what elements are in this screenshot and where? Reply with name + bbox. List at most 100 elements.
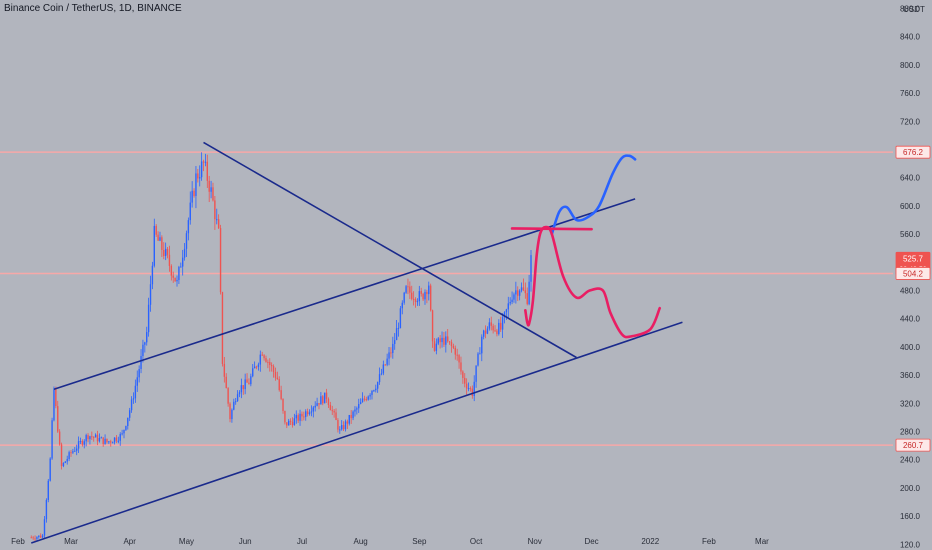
candle-body[interactable]	[233, 401, 235, 410]
candle-body[interactable]	[518, 290, 521, 296]
candle-body[interactable]	[121, 433, 123, 435]
candle-body[interactable]	[217, 219, 220, 229]
candle-body[interactable]	[130, 399, 133, 411]
candle-body[interactable]	[202, 161, 205, 163]
candle-body[interactable]	[246, 379, 248, 383]
candle-body[interactable]	[358, 404, 360, 409]
candle-body[interactable]	[310, 411, 313, 413]
candle-body[interactable]	[147, 304, 150, 333]
candle-body[interactable]	[323, 392, 326, 404]
candle-body[interactable]	[365, 399, 368, 401]
projection-bearish-path[interactable]	[524, 225, 662, 339]
candle-body[interactable]	[93, 436, 95, 438]
candle-body[interactable]	[163, 249, 165, 256]
candle-body[interactable]	[318, 403, 320, 405]
candle-body[interactable]	[38, 535, 40, 538]
candle-body[interactable]	[189, 202, 191, 221]
candle-body[interactable]	[515, 290, 517, 295]
candle-body[interactable]	[331, 410, 333, 412]
price-badge[interactable]: 504.2	[895, 267, 931, 280]
candle-body[interactable]	[30, 537, 32, 539]
candle-body[interactable]	[128, 410, 131, 418]
candle-body[interactable]	[412, 298, 415, 300]
candle-body[interactable]	[210, 187, 212, 192]
candle-body[interactable]	[43, 519, 46, 536]
candle-body[interactable]	[359, 402, 362, 405]
candle-body[interactable]	[138, 369, 140, 378]
candle-body[interactable]	[83, 441, 85, 445]
candle-body[interactable]	[482, 330, 485, 337]
candle-body[interactable]	[140, 356, 142, 370]
candle-body[interactable]	[206, 161, 208, 181]
candle-body[interactable]	[108, 441, 110, 443]
candle-body[interactable]	[501, 317, 504, 330]
candle-body[interactable]	[250, 376, 252, 385]
candle-body[interactable]	[172, 275, 174, 278]
candle-body[interactable]	[195, 173, 197, 196]
candle-body[interactable]	[155, 225, 157, 235]
candle-body[interactable]	[388, 352, 390, 359]
candle-body[interactable]	[102, 437, 104, 445]
candle-body[interactable]	[509, 301, 511, 304]
candle-body[interactable]	[219, 228, 222, 293]
candle-body[interactable]	[356, 408, 358, 410]
candle-body[interactable]	[149, 284, 152, 305]
candle-body[interactable]	[104, 438, 106, 445]
candle-body[interactable]	[454, 347, 456, 355]
candle-body[interactable]	[40, 535, 42, 538]
candle-body[interactable]	[498, 322, 500, 335]
candle-body[interactable]	[185, 233, 188, 249]
candle-body[interactable]	[513, 294, 515, 300]
candle-body[interactable]	[492, 325, 494, 331]
candle-body[interactable]	[486, 328, 489, 334]
candle-body[interactable]	[280, 390, 282, 399]
candle-body[interactable]	[208, 180, 210, 192]
candle-body[interactable]	[144, 342, 146, 345]
candle-body[interactable]	[282, 398, 284, 411]
candle-body[interactable]	[409, 286, 411, 293]
candle-body[interactable]	[161, 237, 163, 250]
candle-body[interactable]	[354, 409, 356, 412]
candle-body[interactable]	[460, 362, 462, 372]
candle-body[interactable]	[75, 448, 78, 451]
candle-body[interactable]	[77, 441, 80, 449]
candle-body[interactable]	[382, 364, 385, 374]
candle-body[interactable]	[55, 388, 57, 407]
candle-body[interactable]	[414, 299, 417, 302]
candle-body[interactable]	[157, 234, 159, 241]
price-badge[interactable]: 260.7	[895, 438, 931, 452]
candle-body[interactable]	[193, 190, 195, 196]
candle-body[interactable]	[134, 385, 137, 399]
candle-body[interactable]	[303, 416, 305, 418]
candle-body[interactable]	[293, 418, 296, 426]
candle-body[interactable]	[225, 376, 227, 389]
candle-body[interactable]	[181, 257, 184, 267]
candle-body[interactable]	[524, 290, 527, 294]
candle-body[interactable]	[159, 237, 161, 241]
candle-body[interactable]	[53, 388, 55, 421]
candle-body[interactable]	[329, 404, 332, 411]
candle-body[interactable]	[231, 409, 233, 420]
candle-body[interactable]	[520, 287, 523, 291]
candle-body[interactable]	[132, 398, 135, 400]
candle-body[interactable]	[344, 421, 347, 430]
candle-body[interactable]	[435, 343, 438, 351]
candle-body[interactable]	[168, 254, 171, 266]
candle-body[interactable]	[89, 436, 91, 440]
candle-body[interactable]	[375, 388, 377, 391]
candle-body[interactable]	[41, 535, 44, 538]
candle-body[interactable]	[350, 414, 352, 419]
candle-body[interactable]	[151, 265, 154, 285]
candle-body[interactable]	[119, 434, 121, 441]
candle-body[interactable]	[164, 248, 167, 256]
candle-body[interactable]	[58, 431, 61, 445]
candle-body[interactable]	[284, 410, 286, 423]
candle-body[interactable]	[234, 401, 237, 403]
candle-body[interactable]	[371, 390, 373, 395]
candle-body[interactable]	[32, 537, 34, 539]
candle-body[interactable]	[117, 440, 120, 442]
candle-body[interactable]	[297, 415, 299, 421]
candle-body[interactable]	[437, 338, 439, 344]
candle-body[interactable]	[346, 421, 349, 424]
